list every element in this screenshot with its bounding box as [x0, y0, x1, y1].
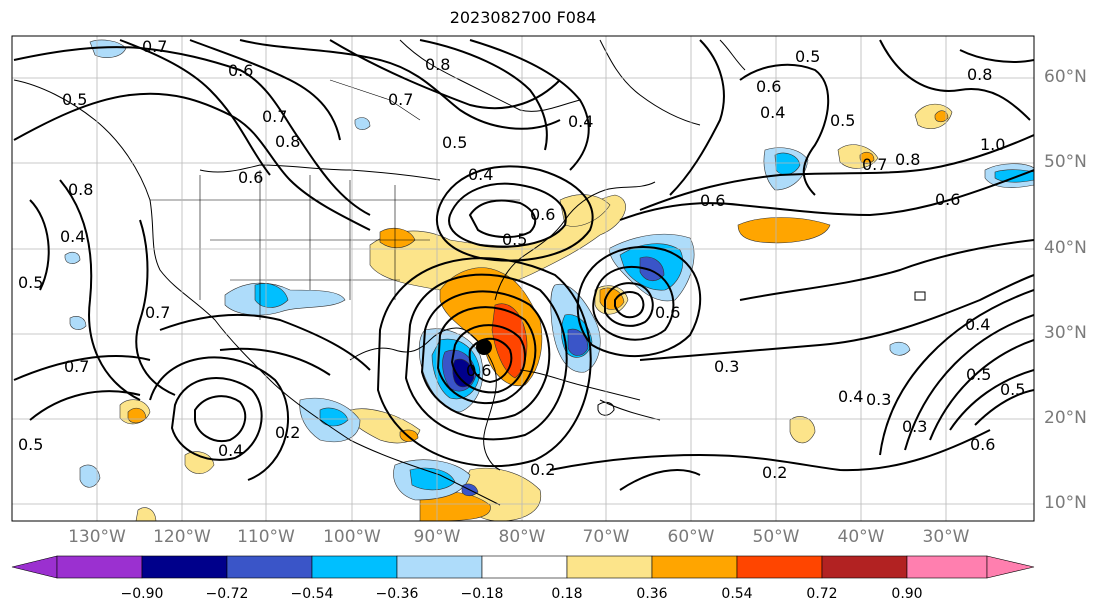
tropical-cyclone-center-marker: [476, 339, 492, 355]
latitude-label: 40°N: [1044, 238, 1087, 258]
colorbar-bin: [821, 555, 908, 579]
contour-label: 0.2: [275, 423, 300, 442]
contour-label: 0.6: [970, 435, 995, 454]
longitude-label: 50°W: [752, 527, 800, 547]
contour-label: 0.7: [142, 37, 167, 56]
colorbar-tick-label: 0.36: [636, 586, 668, 602]
contour-label: 0.4: [965, 315, 990, 334]
contour-label: 0.3: [902, 417, 927, 436]
coastline-layer: [13, 39, 926, 506]
contour-label: 0.6: [530, 205, 555, 224]
contour-label: 0.4: [60, 227, 85, 246]
colorbar-tick-label: −0.18: [460, 586, 504, 602]
contour-label: 0.8: [895, 150, 920, 169]
colorbar-bin: [906, 555, 988, 579]
contour-label: 0.3: [866, 390, 891, 409]
contour-label: 0.5: [18, 435, 43, 454]
contour-label: 0.5: [966, 365, 991, 384]
contour-label: 0.5: [502, 230, 527, 249]
contour-label-layer: 0.7 0.6 0.5 0.8 0.7 0.8 0.7 0.6 0.5 0.4 …: [18, 37, 1025, 482]
longitude-label: 120°W: [153, 527, 211, 547]
longitude-label: 60°W: [667, 527, 715, 547]
contour-label: 0.6: [466, 361, 491, 380]
contour-label: 0.5: [795, 47, 820, 66]
contour-label: 0.5: [18, 273, 43, 292]
colorbar-bin: [56, 555, 143, 579]
contour-label: 0.6: [228, 61, 253, 80]
colorbar-tick-label: 0.18: [551, 586, 583, 602]
colorbar-bin: [736, 555, 823, 579]
contour-layer: [13, 39, 1034, 491]
colorbar-tick-label: −0.90: [120, 586, 164, 602]
longitude-label: 90°W: [413, 527, 461, 547]
colorbar-bin: [566, 555, 653, 579]
contour-label: 0.3: [714, 357, 739, 376]
contour-label: 0.6: [756, 77, 781, 96]
latitude-label: 60°N: [1044, 67, 1087, 87]
longitude-label: 30°W: [922, 527, 970, 547]
contour-label: 0.7: [388, 90, 413, 109]
contour-label: 0.6: [238, 168, 263, 187]
contour-label: 0.8: [275, 132, 300, 151]
colorbar-bin: [396, 555, 483, 579]
latitude-label: 20°N: [1044, 408, 1087, 428]
contour-label: 0.4: [568, 112, 593, 131]
colorbar-lower-extension: [11, 555, 58, 579]
contour-label: 0.4: [760, 103, 785, 122]
colorbar-upper-extension: [986, 555, 1035, 579]
colorbar-tick-label: 0.90: [891, 586, 923, 602]
contour-label: 0.7: [64, 357, 89, 376]
latitude-label: 10°N: [1044, 493, 1087, 513]
contour-label: 0.6: [655, 303, 680, 322]
contour-label: 0.8: [425, 55, 450, 74]
colorbar-tick-label: 0.72: [806, 586, 838, 602]
contour-label: 1.0: [980, 135, 1005, 154]
colorbar-tick-label: 0.54: [721, 586, 753, 602]
colorbar-tick-label: −0.54: [290, 586, 334, 602]
contour-label: 0.6: [935, 190, 960, 209]
latitude-label: 50°N: [1044, 152, 1087, 172]
contour-label: 0.5: [1000, 380, 1025, 399]
longitude-label: 110°W: [237, 527, 295, 547]
latitude-label: 30°N: [1044, 323, 1087, 343]
longitude-label: 130°W: [68, 527, 126, 547]
contour-label: 0.5: [62, 90, 87, 109]
contour-label: 0.2: [530, 460, 555, 479]
longitude-label: 70°W: [582, 527, 630, 547]
contour-label: 0.2: [762, 463, 787, 482]
map-title: 2023082700 F084: [449, 8, 597, 27]
graticule-layer: [12, 36, 1034, 521]
contour-label: 0.7: [862, 155, 887, 174]
contour-label: 0.7: [262, 107, 287, 126]
colorbar-bin: [141, 555, 228, 579]
contour-label: 0.6: [700, 191, 725, 210]
longitude-label: 40°W: [837, 527, 885, 547]
contour-label: 0.7: [145, 303, 170, 322]
contour-label: 0.8: [68, 180, 93, 199]
colorbar-tick-label: −0.72: [205, 586, 249, 602]
border-layer: [150, 79, 520, 320]
contour-label: 0.5: [830, 111, 855, 130]
contour-label: 0.4: [468, 165, 493, 184]
contour-label: 0.5: [442, 133, 467, 152]
colorbar-bin: [481, 555, 568, 579]
colorbar-bin: [311, 555, 398, 579]
colorbar: [11, 555, 1035, 579]
contour-label: 0.4: [838, 387, 863, 406]
longitude-label: 80°W: [498, 527, 546, 547]
contour-label: 0.8: [967, 65, 992, 84]
longitude-label: 100°W: [323, 527, 381, 547]
colorbar-tick-label: −0.36: [375, 586, 419, 602]
contour-label: 0.4: [218, 441, 243, 460]
map-frame: [11, 35, 1035, 522]
colorbar-bin: [651, 555, 738, 579]
colorbar-bin: [226, 555, 313, 579]
